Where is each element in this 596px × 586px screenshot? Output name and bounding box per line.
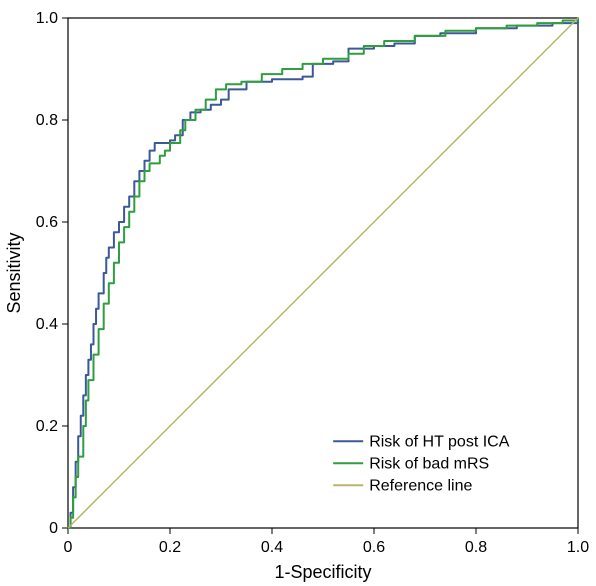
roc-chart: 0 0.2 0.4 0.6 0.8 1.0 0 0.2 0.4 0.6 0.8 1.0 1-Specif… xyxy=(0,0,596,586)
x-tick-label: 0.2 xyxy=(159,539,181,556)
legend-label: Risk of HT post ICA xyxy=(369,433,510,450)
x-tick-label: 0.8 xyxy=(465,539,487,556)
y-axis-label: Sensitivity xyxy=(4,232,24,313)
y-tick-label: 1.0 xyxy=(36,10,58,27)
chart-svg: 0 0.2 0.4 0.6 0.8 1.0 0 0.2 0.4 0.6 0.8 1.0 1-Specif… xyxy=(0,0,596,586)
y-tick-label: 0.6 xyxy=(36,214,58,231)
y-tick-label: 0.2 xyxy=(36,418,58,435)
x-axis-label: 1-Specificity xyxy=(274,562,371,582)
legend-label: Risk of bad mRS xyxy=(369,455,489,472)
y-tick-label: 0.4 xyxy=(36,316,58,333)
x-tick-label: 0.6 xyxy=(363,539,385,556)
legend-label: Reference line xyxy=(369,477,472,494)
x-tick-label: 0.4 xyxy=(261,539,283,556)
x-tick-label: 1.0 xyxy=(567,539,589,556)
y-tick-label: 0 xyxy=(49,520,58,537)
x-tick-label: 0 xyxy=(64,539,73,556)
y-tick-label: 0.8 xyxy=(36,112,58,129)
